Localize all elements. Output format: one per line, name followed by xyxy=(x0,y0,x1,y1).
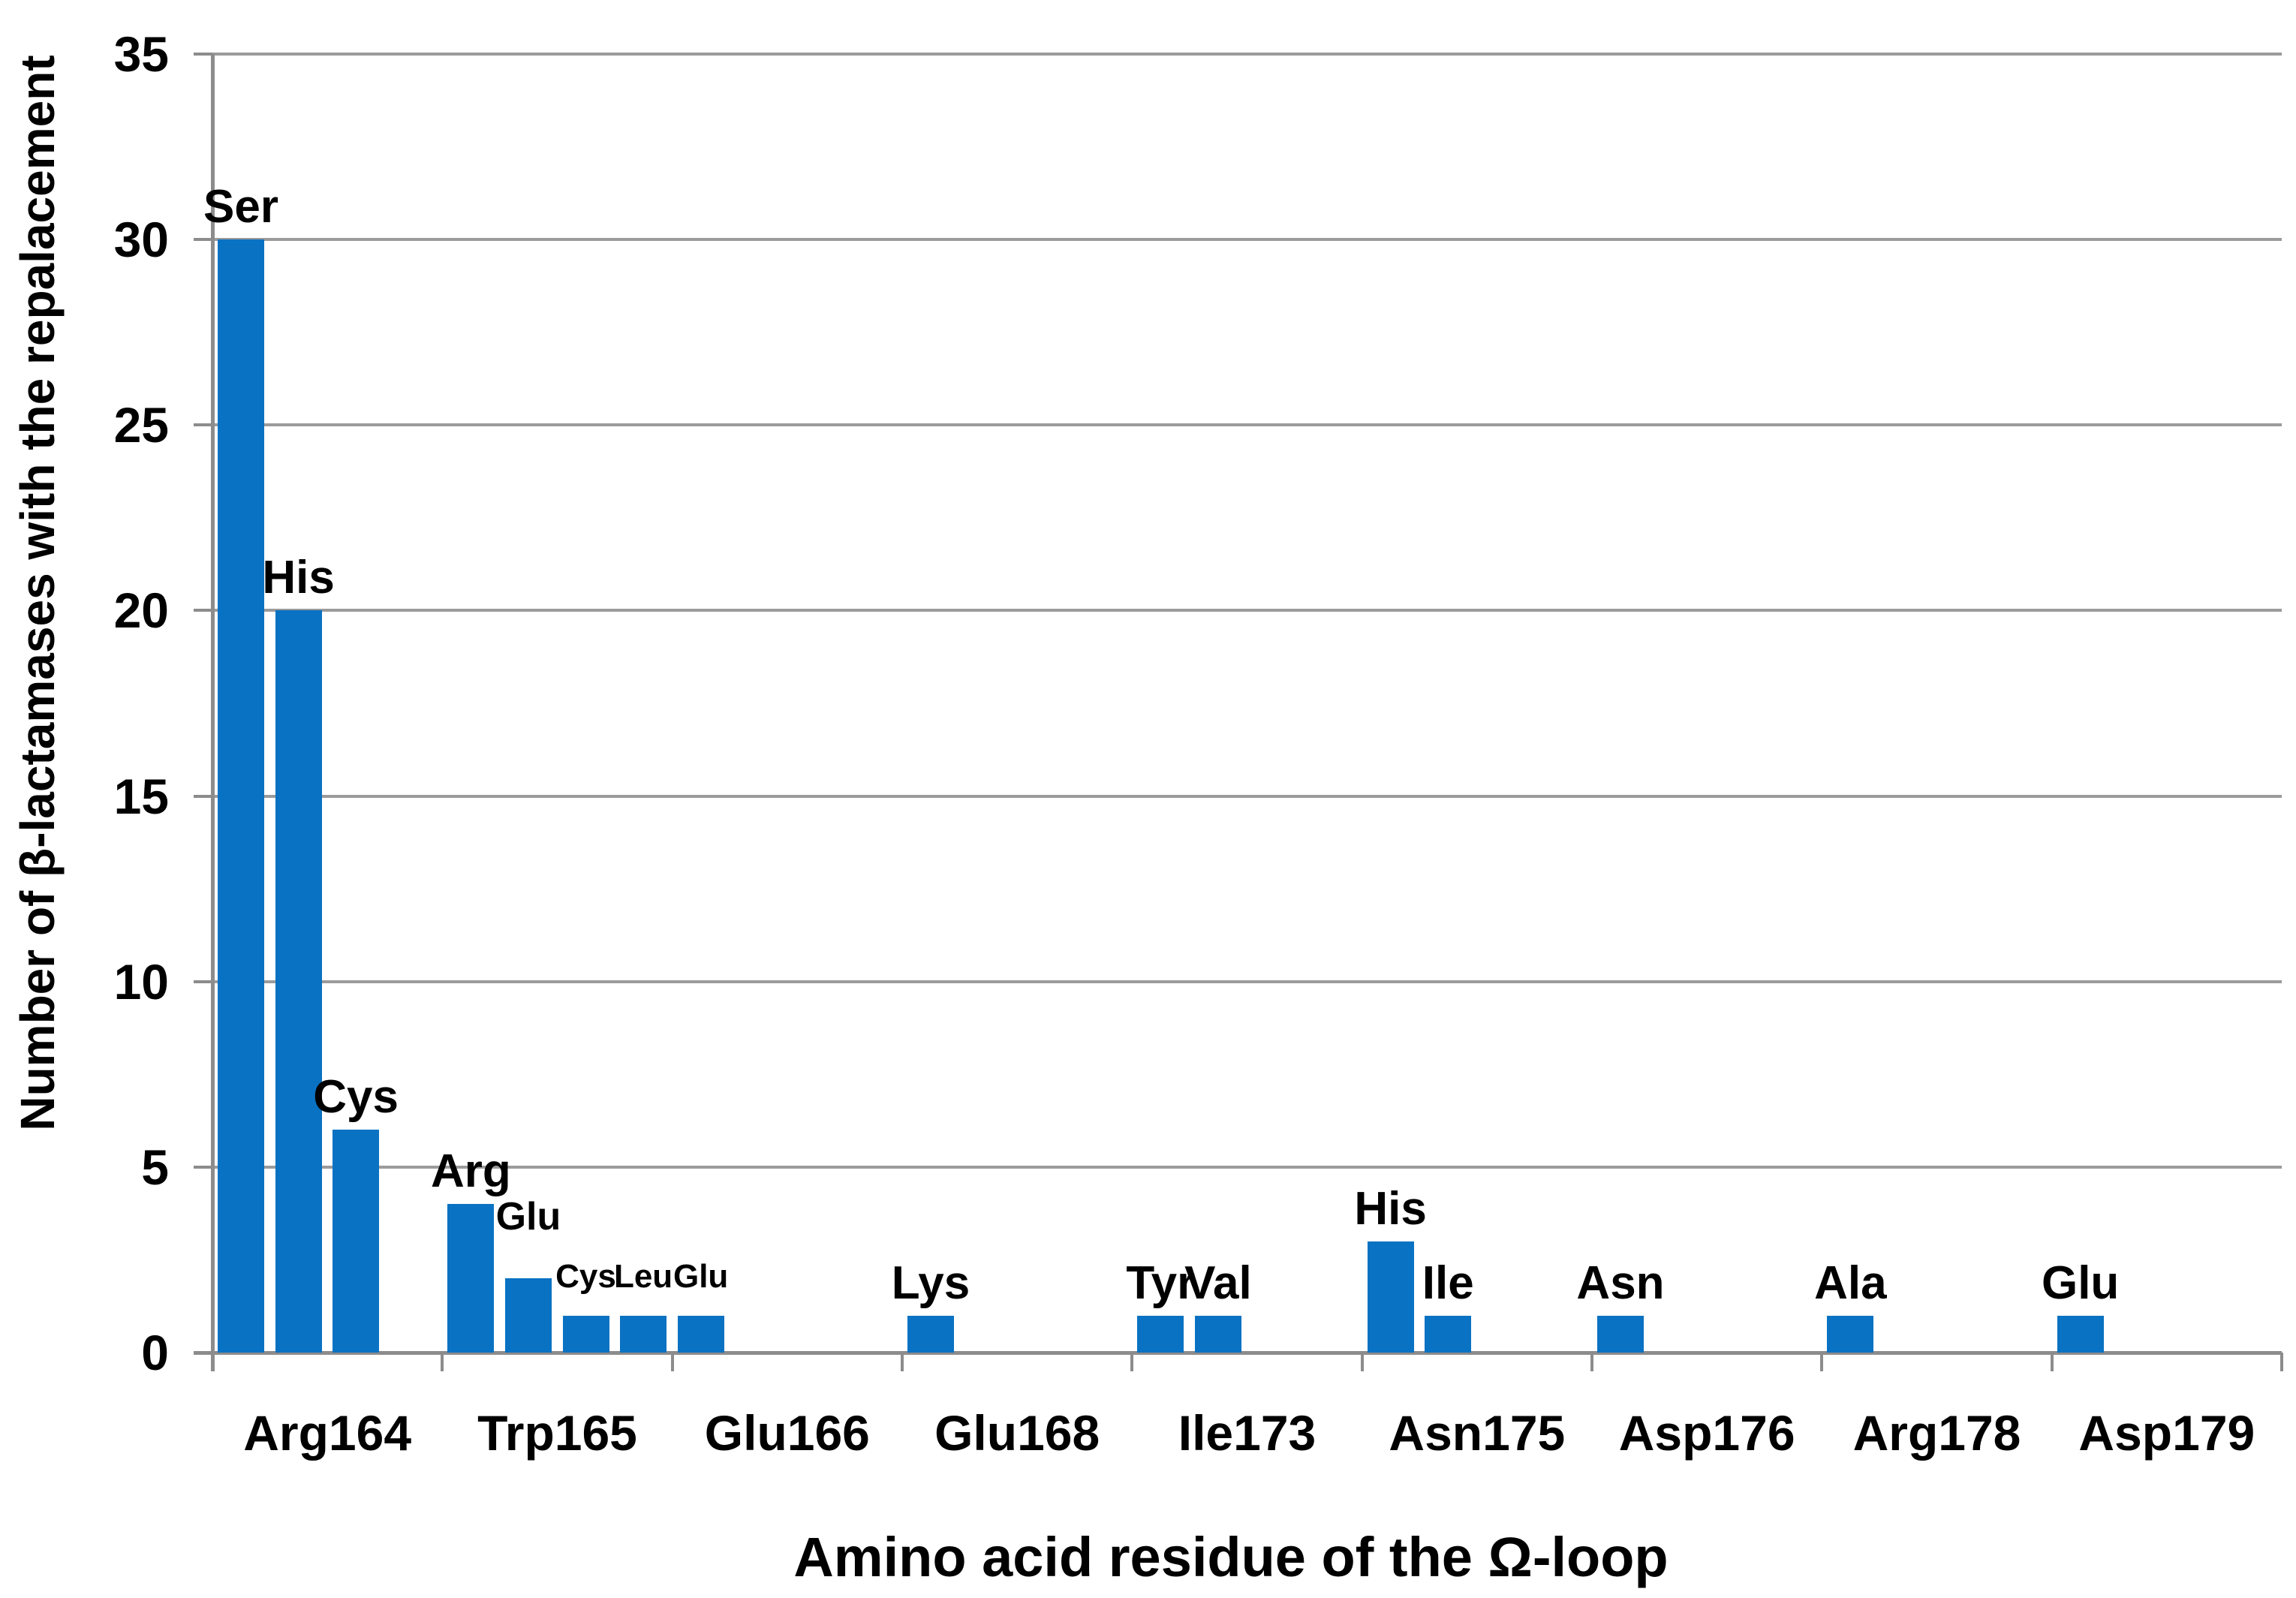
y-tick-label: 15 xyxy=(113,768,169,824)
gridline xyxy=(212,53,2282,56)
bar-label: Arg xyxy=(430,1145,511,1198)
y-tick-label: 35 xyxy=(113,26,169,82)
y-tick-label: 5 xyxy=(141,1139,169,1195)
gridline xyxy=(212,794,2282,798)
y-tick xyxy=(194,238,212,242)
bar-label: Glu xyxy=(2041,1256,2120,1309)
bar xyxy=(620,1315,667,1353)
x-category-label: Glu168 xyxy=(934,1405,1100,1461)
bar-label: Lys xyxy=(891,1256,970,1309)
bar xyxy=(504,1278,552,1353)
x-tick xyxy=(901,1353,904,1371)
bar xyxy=(1827,1315,1874,1353)
bar xyxy=(2057,1315,2104,1353)
x-axis-title: Amino acid residue of the Ω-loop xyxy=(793,1526,1669,1588)
bar xyxy=(1367,1241,1414,1353)
gridline xyxy=(212,980,2282,983)
x-category-label: Asp179 xyxy=(2078,1405,2255,1461)
x-tick xyxy=(441,1353,444,1371)
x-axis-line xyxy=(194,1351,2282,1355)
bar-label: Cys xyxy=(555,1257,616,1295)
bar-label: Ser xyxy=(203,181,278,233)
bar-label: Ile xyxy=(1422,1256,1474,1309)
x-tick xyxy=(1590,1353,1593,1371)
y-tick-label: 30 xyxy=(113,212,169,268)
bar xyxy=(677,1315,724,1353)
x-tick xyxy=(2280,1353,2283,1371)
bar xyxy=(1597,1315,1644,1353)
y-tick xyxy=(194,423,212,427)
bar xyxy=(1137,1315,1184,1353)
gridline xyxy=(212,238,2282,242)
x-category-label: Asn175 xyxy=(1389,1405,1566,1461)
x-category-label: Arg178 xyxy=(1852,1405,2021,1461)
bar-label: Glu xyxy=(495,1195,561,1239)
gridline xyxy=(212,609,2282,612)
bar-label: His xyxy=(1354,1182,1427,1235)
bar xyxy=(1425,1315,1472,1353)
x-category-label: Glu166 xyxy=(704,1405,870,1461)
x-tick xyxy=(2050,1353,2054,1371)
y-tick-label: 25 xyxy=(113,397,169,453)
y-axis-title: Number of β-lactamases with the repalace… xyxy=(11,55,65,1131)
y-tick xyxy=(194,609,212,612)
x-tick xyxy=(1820,1353,1824,1371)
x-tick xyxy=(1360,1353,1364,1371)
bar xyxy=(275,610,322,1353)
y-tick-label: 10 xyxy=(113,953,169,1010)
gridline xyxy=(212,1165,2282,1169)
y-tick xyxy=(194,980,212,983)
y-tick-label: 0 xyxy=(141,1325,169,1380)
bar-label: Asn xyxy=(1576,1256,1665,1309)
y-tick xyxy=(194,53,212,56)
y-axis-line xyxy=(211,54,215,1371)
bar xyxy=(447,1204,495,1353)
bar-label: Val xyxy=(1184,1256,1252,1309)
bar xyxy=(333,1130,380,1353)
x-category-label: Asp176 xyxy=(1618,1405,1795,1461)
x-category-label: Ile173 xyxy=(1178,1405,1317,1461)
bar xyxy=(562,1315,609,1353)
bar-label: Ala xyxy=(1814,1256,1887,1309)
y-tick-label: 20 xyxy=(113,582,169,639)
bar xyxy=(218,239,264,1353)
bar-label: His xyxy=(262,552,335,604)
x-category-label: Arg164 xyxy=(243,1405,412,1461)
x-category-label: Trp165 xyxy=(477,1405,637,1461)
bar-label: Leu xyxy=(613,1257,673,1295)
x-tick xyxy=(211,1353,214,1371)
bar-label: Glu xyxy=(673,1257,729,1295)
bar-label: Tyr xyxy=(1126,1256,1196,1309)
x-tick xyxy=(670,1353,674,1371)
y-tick xyxy=(194,1165,212,1169)
y-tick xyxy=(194,794,212,798)
bar xyxy=(1194,1315,1241,1353)
bar xyxy=(907,1315,954,1353)
gridline xyxy=(212,423,2282,427)
x-tick xyxy=(1130,1353,1134,1371)
bar-label: Cys xyxy=(313,1071,399,1124)
